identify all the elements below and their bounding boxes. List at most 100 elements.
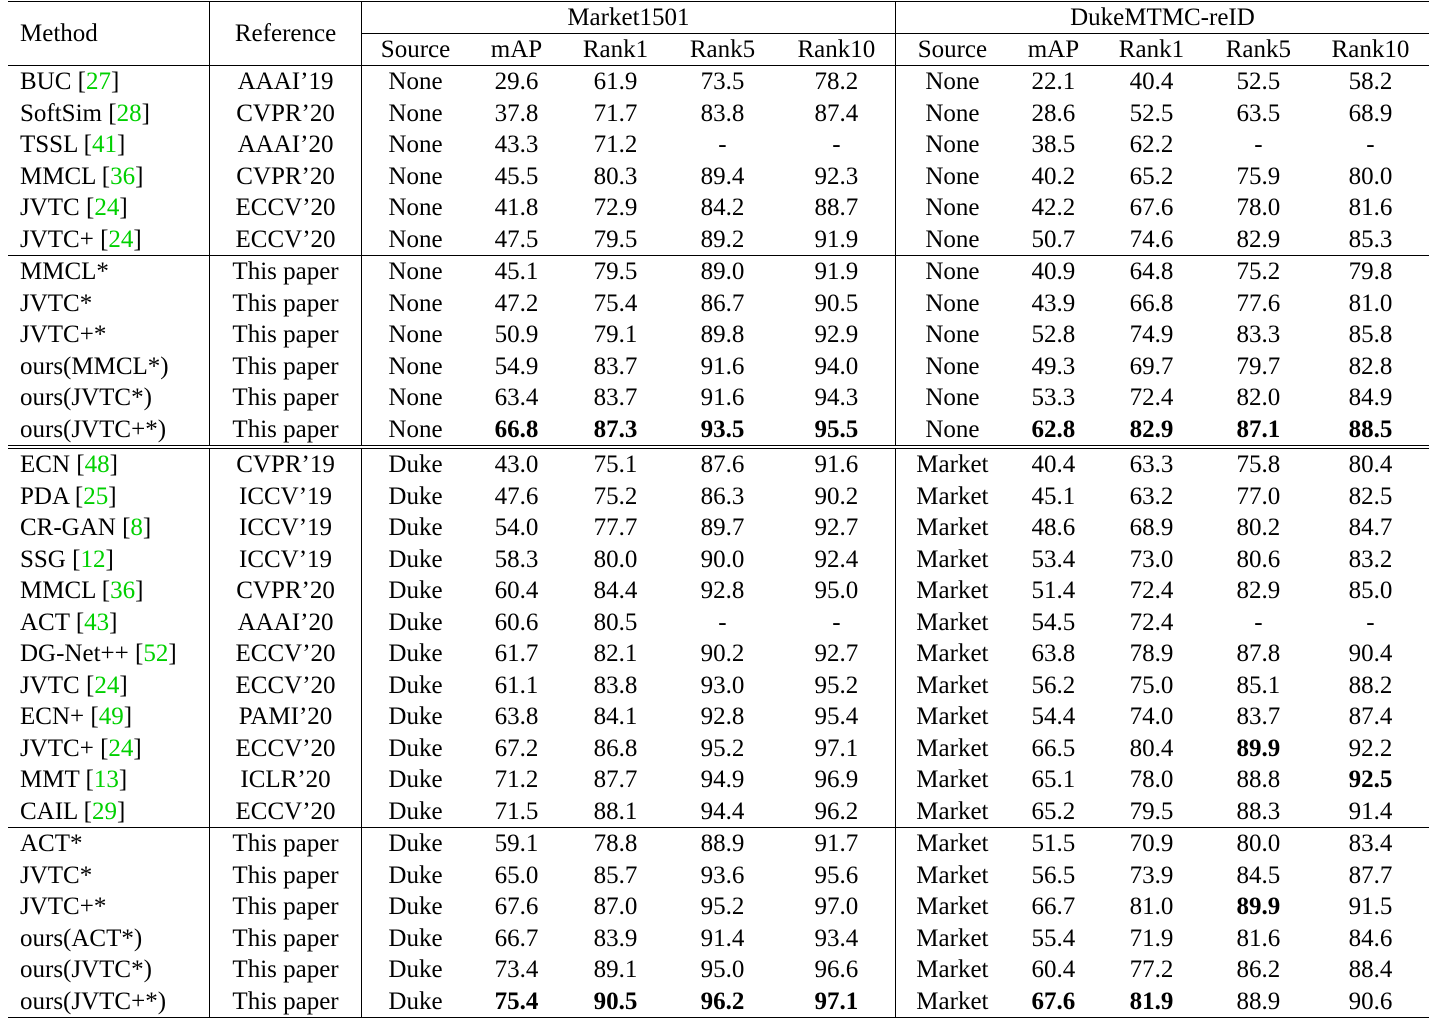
method-cell: MMCL [36] <box>8 160 211 192</box>
duke-rank5-cell: 75.8 <box>1204 445 1312 481</box>
market-rank10-cell: 88.7 <box>777 192 896 224</box>
method-cell: SSG [12] <box>8 543 211 575</box>
market-rank5-cell: 93.0 <box>700 671 745 699</box>
reference-cell: ECCV’20 <box>209 669 362 701</box>
citation-link[interactable]: 13 <box>93 766 119 794</box>
duke-rank5-cell: 80.0 <box>1204 827 1312 860</box>
method-cell: JVTC+* <box>8 891 211 923</box>
best-value: 87.1 <box>1236 415 1281 443</box>
best-value: 82.9 <box>1129 415 1174 443</box>
market-map-cell: 63.4 <box>494 384 539 412</box>
table-row: PDA [25] ICCV’19 Duke 47.6 75.2 86.3 90.2 Marke… <box>8 480 1429 512</box>
market-rank1-cell: 75.2 <box>593 482 638 510</box>
citation-link[interactable]: 12 <box>80 545 106 573</box>
duke-source-cell: Market <box>916 924 989 952</box>
duke-map-cell: 67.6 <box>1008 985 1098 1018</box>
citation-link[interactable]: 48 <box>84 451 110 479</box>
market-rank1-cell: 71.7 <box>593 99 638 127</box>
table-row: JVTC+* This paper None 50.9 79.1 89.8 92.9 None… <box>8 319 1429 351</box>
citation-link[interactable]: 24 <box>94 194 120 222</box>
reference-cell: ECCV’20 <box>209 223 362 256</box>
market-rank1-cell: 85.7 <box>593 861 638 889</box>
method-name: SoftSim <box>20 99 102 127</box>
citation-link[interactable]: 8 <box>130 514 143 542</box>
citation-link[interactable]: 52 <box>143 640 169 668</box>
market-rank10-cell: 96.9 <box>777 764 896 796</box>
duke-rank5-cell: 82.9 <box>1236 225 1281 253</box>
market-rank5-cell: 88.9 <box>667 827 778 860</box>
citation-link[interactable]: 43 <box>84 608 110 636</box>
market-rank10-cell: 94.0 <box>777 350 896 382</box>
reference-cell: ECCV’20 <box>209 795 362 828</box>
best-value: 92.5 <box>1348 766 1393 794</box>
citation-link[interactable]: 28 <box>116 99 142 127</box>
table-row: ours(JVTC*) This paper Duke 73.4 89.1 95.0 96.… <box>8 954 1429 986</box>
market-rank1-cell: 80.3 <box>593 162 638 190</box>
market-map-cell: 67.2 <box>494 734 539 762</box>
duke-rank1-cell: 73.9 <box>1129 861 1174 889</box>
market-rank1-cell: 87.0 <box>593 893 638 921</box>
market-source-cell: Duke <box>388 766 443 794</box>
method-cell: SoftSim [28] <box>8 97 211 129</box>
duke-source-cell: None <box>925 352 980 380</box>
duke-rank5-cell: 80.6 <box>1236 545 1281 573</box>
method-cell: JVTC* <box>8 287 211 319</box>
best-value: 90.5 <box>593 987 638 1015</box>
market-rank10-cell: - <box>777 129 896 161</box>
market-source-cell: Duke <box>361 445 470 481</box>
table-row: TSSL [41] AAAI’20 None 43.3 71.2 - - None 38.5 62… <box>8 129 1429 161</box>
citation-link[interactable]: 36 <box>110 162 136 190</box>
duke-rank10-cell: 84.7 <box>1348 514 1393 542</box>
method-cell: JVTC+ [24] <box>8 732 211 764</box>
citation-link[interactable]: 24 <box>108 734 134 762</box>
citation-link[interactable]: 29 <box>91 797 117 825</box>
market-map-cell: 61.1 <box>494 671 539 699</box>
duke-source-cell: Market <box>916 482 989 510</box>
method-cell: ACT* <box>8 827 211 860</box>
reference-cell: CVPR’20 <box>209 575 362 607</box>
market-rank10-cell: 95.4 <box>777 701 896 733</box>
market-rank10-cell: 92.3 <box>777 160 896 192</box>
duke-map-cell: 66.5 <box>1031 734 1076 762</box>
market-source-cell: None <box>388 289 443 317</box>
reference-cell: ICLR’20 <box>209 764 362 796</box>
duke-source-cell: None <box>895 255 1009 288</box>
duke-map-cell: 40.4 <box>1008 445 1098 481</box>
reference-cell: AAAI’20 <box>209 129 362 161</box>
duke-rank1-cell: 62.2 <box>1129 131 1174 159</box>
best-value: 75.4 <box>494 987 539 1015</box>
duke-rank10-cell: 84.9 <box>1348 384 1393 412</box>
market-rank5-cell: - <box>718 131 727 159</box>
market-rank1-cell: 84.1 <box>593 703 638 731</box>
table-row: ECN [48] CVPR’19 Duke 43.0 75.1 87.6 91.6 Marke… <box>8 445 1429 481</box>
reference-cell: ICCV’19 <box>209 480 362 512</box>
duke-map-cell: 62.8 <box>1009 414 1098 448</box>
duke-rank10-cell: 84.6 <box>1348 924 1393 952</box>
market-map-cell: 66.8 <box>469 414 564 448</box>
market-rank10-cell: 95.6 <box>777 859 896 891</box>
method-name: MMCL <box>20 162 96 190</box>
citation-link[interactable]: 49 <box>98 703 124 731</box>
duke-rank5-cell: 75.9 <box>1236 162 1281 190</box>
header-market1501: Market1501 <box>361 1 896 34</box>
duke-source-cell: Market <box>895 445 1009 481</box>
market-map-cell: 75.4 <box>469 985 564 1018</box>
citation-link[interactable]: 24 <box>108 225 134 253</box>
citation-link[interactable]: 27 <box>85 68 111 96</box>
duke-rank1-cell: 79.5 <box>1129 797 1174 825</box>
citation-link[interactable]: 36 <box>110 577 136 605</box>
market-rank5-cell: 90.2 <box>700 640 745 668</box>
citation-link[interactable]: 25 <box>83 482 109 510</box>
market-map-cell: 60.4 <box>494 577 539 605</box>
market-map-cell: 45.5 <box>494 162 539 190</box>
citation-link[interactable]: 41 <box>92 131 117 159</box>
citation-link[interactable]: 24 <box>94 671 120 699</box>
method-cell: DG-Net++ [52] <box>8 638 211 670</box>
method-name: JVTC+ <box>20 225 94 253</box>
duke-rank1-cell: 40.4 <box>1097 65 1205 98</box>
market-rank5-cell: 73.5 <box>667 65 778 98</box>
market-rank5-cell: 89.2 <box>700 225 745 253</box>
duke-rank5-cell: 88.3 <box>1236 797 1281 825</box>
duke-rank5-cell: 87.1 <box>1205 414 1312 448</box>
market-rank1-cell: 87.7 <box>593 766 638 794</box>
